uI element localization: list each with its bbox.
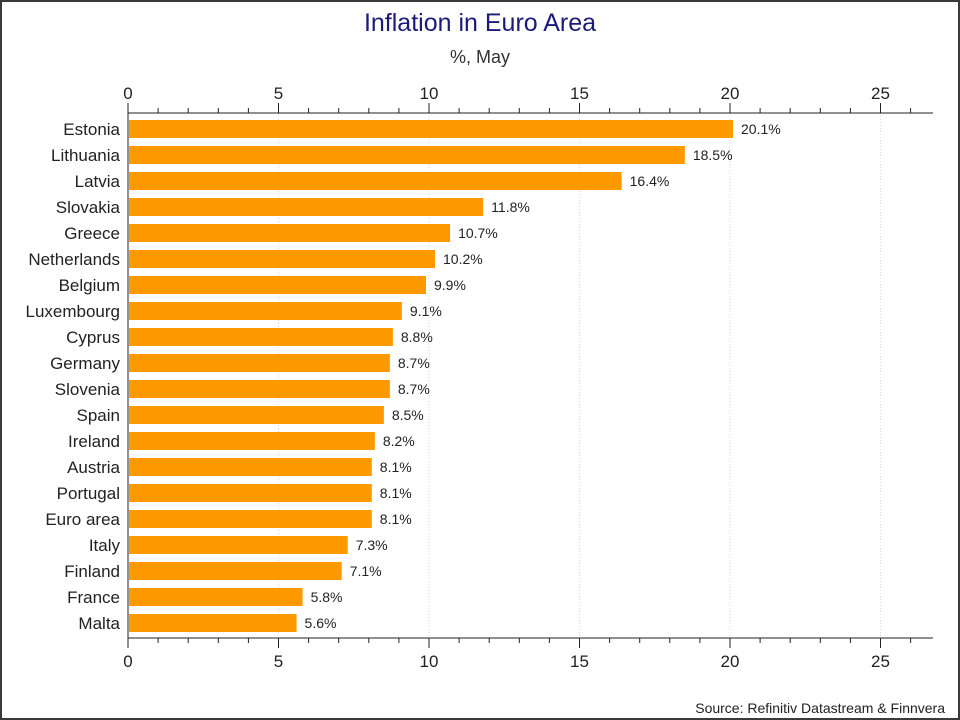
bar: [129, 484, 372, 502]
data-label: 7.3%: [356, 537, 388, 553]
category-label: Lithuania: [51, 146, 121, 165]
x-tick-label-bottom: 20: [721, 652, 740, 671]
data-label: 8.5%: [392, 407, 424, 423]
data-label: 5.6%: [305, 615, 337, 631]
bar: [129, 588, 303, 606]
data-label: 5.8%: [311, 589, 343, 605]
data-label: 9.9%: [434, 277, 466, 293]
category-label: Austria: [67, 458, 120, 477]
x-tick-label-top: 15: [570, 84, 589, 103]
chart-subtitle: %, May: [450, 47, 510, 67]
category-label: Luxembourg: [25, 302, 120, 321]
source-note: Source: Refinitiv Datastream & Finnvera: [695, 700, 945, 716]
bar: [129, 172, 622, 190]
bar: [129, 328, 393, 346]
labels: 0 0 5 5 10 10 15 15 20 20 25 25 Estonia 20.1% Lithuani…: [25, 84, 889, 671]
chart-title: Inflation in Euro Area: [364, 9, 596, 37]
category-label: Ireland: [68, 432, 120, 451]
data-label: 20.1%: [741, 121, 781, 137]
x-tick-label-top: 20: [721, 84, 740, 103]
category-label: Greece: [64, 224, 120, 243]
x-tick-label-top: 10: [420, 84, 439, 103]
category-label: Belgium: [59, 276, 120, 295]
x-tick-label-bottom: 5: [274, 652, 283, 671]
x-tick-label-top: 0: [123, 84, 132, 103]
bar: [129, 302, 402, 320]
bars: [129, 120, 734, 632]
x-tick-label-bottom: 15: [570, 652, 589, 671]
category-label: Netherlands: [28, 250, 120, 269]
data-label: 8.8%: [401, 329, 433, 345]
x-tick-label-top: 25: [871, 84, 890, 103]
gridlines: [278, 113, 881, 638]
bar: [129, 120, 734, 138]
category-label: Slovakia: [56, 198, 121, 217]
data-label: 8.1%: [380, 459, 412, 475]
bar: [129, 224, 451, 242]
bar: [129, 250, 436, 268]
x-tick-label-bottom: 25: [871, 652, 890, 671]
bar: [129, 458, 372, 476]
bar: [129, 510, 372, 528]
data-label: 10.7%: [458, 225, 498, 241]
category-label: Portugal: [57, 484, 120, 503]
data-label: 8.1%: [380, 485, 412, 501]
data-label: 9.1%: [410, 303, 442, 319]
category-label: Spain: [77, 406, 120, 425]
category-label: Italy: [89, 536, 121, 555]
x-tick-label-bottom: 0: [123, 652, 132, 671]
data-label: 18.5%: [693, 147, 733, 163]
category-label: Latvia: [75, 172, 121, 191]
data-label: 8.2%: [383, 433, 415, 449]
bar: [129, 146, 685, 164]
bar: [129, 380, 390, 398]
bar: [129, 276, 426, 294]
category-label: Euro area: [45, 510, 120, 529]
data-label: 8.7%: [398, 355, 430, 371]
category-label: Slovenia: [55, 380, 121, 399]
data-label: 8.7%: [398, 381, 430, 397]
category-label: France: [67, 588, 120, 607]
category-label: Finland: [64, 562, 120, 581]
data-label: 16.4%: [630, 173, 670, 189]
category-label: Estonia: [63, 120, 120, 139]
bar: [129, 562, 342, 580]
bar: [129, 536, 348, 554]
data-label: 11.8%: [491, 199, 530, 215]
bar: [129, 354, 390, 372]
x-tick-label-bottom: 10: [420, 652, 439, 671]
data-label: 7.1%: [350, 563, 382, 579]
category-label: Malta: [78, 614, 120, 633]
bar: [129, 614, 297, 632]
category-label: Germany: [50, 354, 120, 373]
bar: [129, 432, 375, 450]
x-tick-label-top: 5: [274, 84, 283, 103]
data-label: 8.1%: [380, 511, 412, 527]
bar: [129, 198, 484, 216]
category-label: Cyprus: [66, 328, 120, 347]
axes: [127, 103, 933, 648]
data-label: 10.2%: [443, 251, 483, 267]
bar: [129, 406, 384, 424]
